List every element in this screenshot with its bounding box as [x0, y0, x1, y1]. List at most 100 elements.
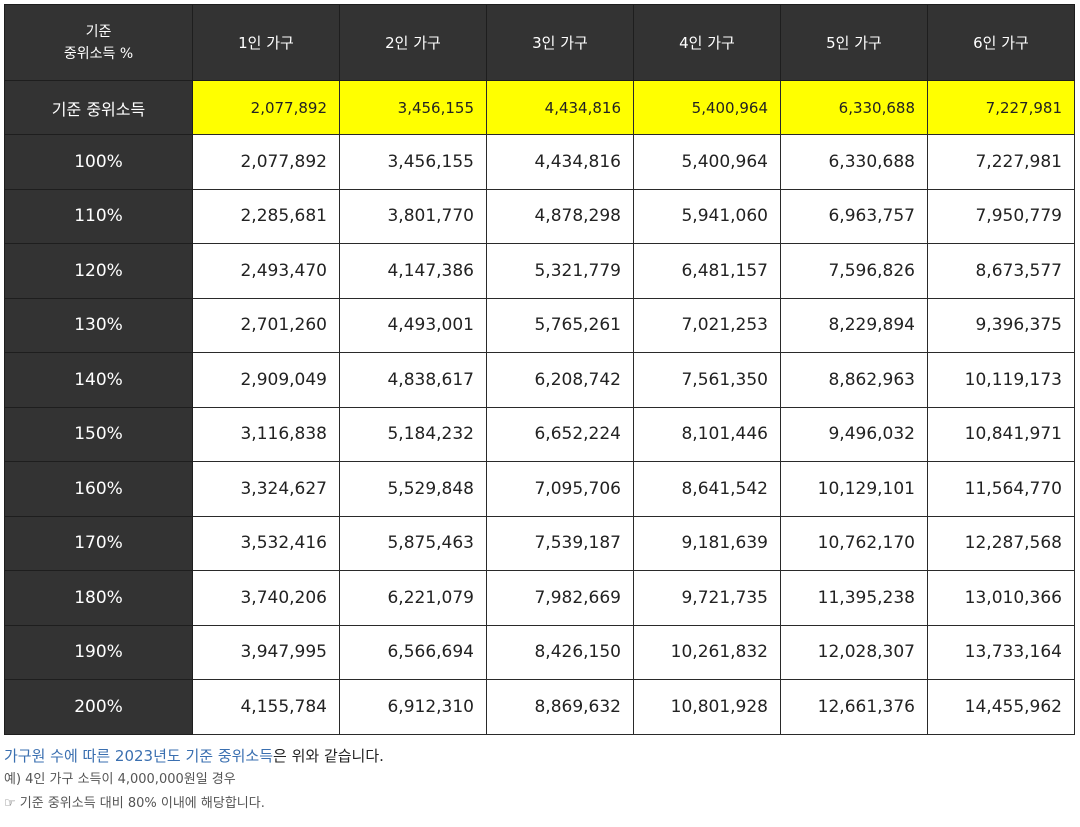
table-cell: 13,010,366	[927, 570, 1075, 626]
table-cell: 12,028,307	[780, 624, 928, 680]
table-cell: 8,641,542	[633, 461, 781, 517]
table-cell: 3,116,838	[192, 406, 340, 462]
table-cell: 10,841,971	[927, 406, 1075, 462]
table-cell: 10,129,101	[780, 461, 928, 517]
table-cell: 13,733,164	[927, 624, 1075, 680]
table-cell: 8,426,150	[486, 624, 634, 680]
table-cell: 14,455,962	[927, 679, 1075, 735]
table-cell: 6,912,310	[339, 679, 487, 735]
base-income-row: 기준 중위소득 2,077,892 3,456,155 4,434,816 5,…	[4, 80, 1075, 135]
table-cell: 3,801,770	[339, 188, 487, 244]
table-cell: 5,529,848	[339, 461, 487, 517]
table-cell: 6,481,157	[633, 243, 781, 299]
row-label: 150%	[4, 406, 193, 462]
table-row: 130% 2,701,260 4,493,001 5,765,261 7,021…	[4, 297, 1075, 353]
table-cell: 7,982,669	[486, 570, 634, 626]
table-cell: 5,184,232	[339, 406, 487, 462]
table-cell: 7,561,350	[633, 352, 781, 408]
table-cell: 9,721,735	[633, 570, 781, 626]
table-row: 170% 3,532,416 5,875,463 7,539,187 9,181…	[4, 515, 1075, 571]
table-cell: 8,869,632	[486, 679, 634, 735]
table-cell: 12,287,568	[927, 515, 1075, 571]
table-cell: 6,221,079	[339, 570, 487, 626]
table-row: 160% 3,324,627 5,529,848 7,095,706 8,641…	[4, 461, 1075, 517]
table-cell: 8,229,894	[780, 297, 928, 353]
table-cell: 5,400,964	[633, 134, 781, 190]
table-cell: 6,566,694	[339, 624, 487, 680]
row-label: 170%	[4, 515, 193, 571]
row-label: 160%	[4, 461, 193, 517]
table-cell: 4,434,816	[486, 134, 634, 190]
summary-note-rest: 은 위와 같습니다.	[273, 747, 384, 765]
table-cell: 6,330,688	[780, 134, 928, 190]
table-cell: 4,878,298	[486, 188, 634, 244]
table-cell: 7,021,253	[633, 297, 781, 353]
table-cell: 2,909,049	[192, 352, 340, 408]
example-note: 예) 4인 가구 소득이 4,000,000원일 경우	[4, 772, 236, 787]
table-cell: 7,227,981	[927, 134, 1075, 190]
table-cell: 7,950,779	[927, 188, 1075, 244]
table-cell: 11,395,238	[780, 570, 928, 626]
table-cell: 8,673,577	[927, 243, 1075, 299]
table-row: 100% 2,077,892 3,456,155 4,434,816 5,400…	[4, 134, 1075, 190]
column-header: 5인 가구	[780, 4, 928, 81]
row-label: 100%	[4, 134, 193, 190]
table-row: 120% 2,493,470 4,147,386 5,321,779 6,481…	[4, 243, 1075, 299]
column-header: 1인 가구	[192, 4, 340, 81]
row-label: 130%	[4, 297, 193, 353]
table-cell: 6,208,742	[486, 352, 634, 408]
table-cell: 3,324,627	[192, 461, 340, 517]
table-cell: 8,862,963	[780, 352, 928, 408]
table-cell: 2,285,681	[192, 188, 340, 244]
table-cell: 10,261,832	[633, 624, 781, 680]
table-cell: 7,227,981	[927, 80, 1075, 135]
table-cell: 3,456,155	[339, 134, 487, 190]
table-cell: 6,963,757	[780, 188, 928, 244]
table-cell: 5,875,463	[339, 515, 487, 571]
table-cell: 3,456,155	[339, 80, 487, 135]
row-label: 110%	[4, 188, 193, 244]
table-row: 200% 4,155,784 6,912,310 8,869,632 10,80…	[4, 679, 1075, 735]
table-row: 110% 2,285,681 3,801,770 4,878,298 5,941…	[4, 188, 1075, 244]
corner-header: 기준 중위소득 %	[4, 4, 193, 81]
summary-note-link[interactable]: 가구원 수에 따른 2023년도 기준 중위소득	[4, 747, 274, 765]
table-cell: 10,762,170	[780, 515, 928, 571]
row-label: 190%	[4, 624, 193, 680]
table-cell: 9,181,639	[633, 515, 781, 571]
table-cell: 10,801,928	[633, 679, 781, 735]
table-cell: 7,095,706	[486, 461, 634, 517]
table-cell: 2,701,260	[192, 297, 340, 353]
table-row: 150% 3,116,838 5,184,232 6,652,224 8,101…	[4, 406, 1075, 462]
table-cell: 7,596,826	[780, 243, 928, 299]
table-cell: 7,539,187	[486, 515, 634, 571]
table-cell: 4,147,386	[339, 243, 487, 299]
table-cell: 5,941,060	[633, 188, 781, 244]
table-cell: 5,400,964	[633, 80, 781, 135]
table-cell: 4,155,784	[192, 679, 340, 735]
notes-section: 가구원 수에 따른 2023년도 기준 중위소득은 위와 같습니다. 예) 4인…	[4, 744, 1074, 816]
table-cell: 10,119,173	[927, 352, 1075, 408]
table-row: 140% 2,909,049 4,838,617 6,208,742 7,561…	[4, 352, 1075, 408]
result-note: ☞ 기준 중위소득 대비 80% 이내에 해당합니다.	[4, 796, 265, 811]
table-cell: 6,330,688	[780, 80, 928, 135]
table-cell: 9,396,375	[927, 297, 1075, 353]
table-cell: 8,101,446	[633, 406, 781, 462]
row-label: 140%	[4, 352, 193, 408]
table-cell: 2,077,892	[192, 80, 340, 135]
table-cell: 12,661,376	[780, 679, 928, 735]
table-cell: 6,652,224	[486, 406, 634, 462]
median-income-table: 기준 중위소득 % 1인 가구 2인 가구 3인 가구 4인 가구 5인 가구 …	[4, 4, 1075, 735]
corner-header-line1: 기준	[85, 23, 112, 40]
table-cell: 9,496,032	[780, 406, 928, 462]
table-row: 180% 3,740,206 6,221,079 7,982,669 9,721…	[4, 570, 1075, 626]
row-label: 200%	[4, 679, 193, 735]
row-label: 기준 중위소득	[4, 80, 193, 135]
column-header: 4인 가구	[633, 4, 781, 81]
column-header: 6인 가구	[927, 4, 1075, 81]
column-header: 3인 가구	[486, 4, 634, 81]
table-cell: 5,321,779	[486, 243, 634, 299]
corner-header-line2: 중위소득 %	[63, 45, 134, 62]
table-cell: 3,947,995	[192, 624, 340, 680]
table-cell: 2,077,892	[192, 134, 340, 190]
table-cell: 3,740,206	[192, 570, 340, 626]
